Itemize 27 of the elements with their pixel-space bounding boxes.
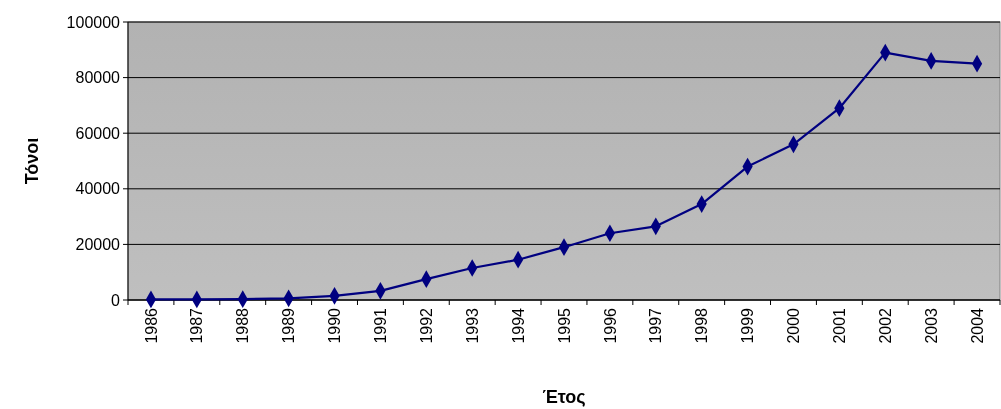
x-tick-label: 2001 bbox=[830, 307, 848, 344]
x-tick-label: 1991 bbox=[372, 307, 390, 344]
x-tick-label: 1998 bbox=[693, 307, 711, 344]
x-tick-label: 1987 bbox=[188, 307, 206, 344]
x-tick-label: 1990 bbox=[326, 307, 344, 344]
x-tick-label: 1992 bbox=[417, 307, 435, 344]
y-tick-label: 0 bbox=[111, 291, 121, 309]
y-axis-title: Τόνοι bbox=[22, 137, 42, 185]
x-tick-label: 1993 bbox=[463, 307, 481, 344]
x-tick-label: 2002 bbox=[876, 307, 894, 344]
x-tick-label: 1997 bbox=[647, 307, 665, 344]
x-tick-label: 2000 bbox=[785, 307, 803, 344]
y-tick-label: 60000 bbox=[75, 124, 121, 142]
y-tick-label: 20000 bbox=[75, 236, 121, 253]
x-tick-label: 2003 bbox=[922, 307, 940, 344]
x-tick-label: 1995 bbox=[555, 307, 573, 344]
x-axis-title: Έτος bbox=[542, 387, 586, 407]
x-tick-label: 1989 bbox=[280, 307, 298, 344]
x-tick-label: 1999 bbox=[739, 307, 757, 344]
y-tick-label: 80000 bbox=[75, 69, 121, 87]
x-tick-label: 2004 bbox=[968, 307, 986, 344]
x-tick-label: 1994 bbox=[509, 307, 527, 344]
x-tick-label: 1988 bbox=[234, 307, 252, 344]
x-tick-label: 1986 bbox=[142, 307, 160, 344]
y-tick-label: 40000 bbox=[75, 180, 121, 198]
y-tick-label: 100000 bbox=[66, 13, 121, 31]
x-tick-label: 1996 bbox=[601, 307, 619, 344]
